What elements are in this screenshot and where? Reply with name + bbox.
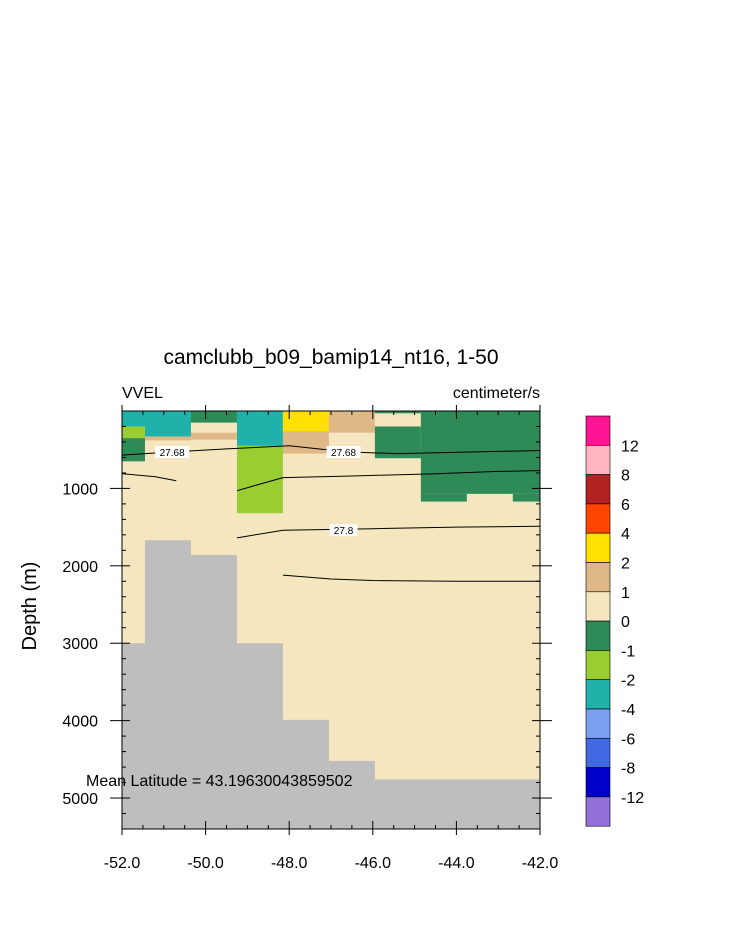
colorbar-swatch <box>585 532 611 563</box>
x-tick-label: -50.0 <box>187 855 224 872</box>
units-label: centimeter/s <box>453 385 540 402</box>
colorbar-label: 8 <box>621 468 630 485</box>
colorbar-swatch <box>585 650 611 681</box>
y-axis-title: Depth (m) <box>19 562 41 651</box>
y-tick-label: 3000 <box>62 636 98 653</box>
contour-label-background <box>155 446 190 459</box>
colorbar-swatch <box>585 591 611 622</box>
field-cell <box>122 438 145 462</box>
field-cell <box>282 431 329 454</box>
colorbar-swatch <box>585 737 611 768</box>
x-tick-label: -48.0 <box>271 855 308 872</box>
field-cell <box>328 411 375 433</box>
contour-label-background <box>326 446 361 459</box>
contour-label: 27.68 <box>160 448 185 459</box>
contour-line <box>236 470 541 492</box>
x-tick-label: -44.0 <box>438 855 475 872</box>
contour-label: 27.68 <box>331 448 356 459</box>
colorbar-swatch <box>585 679 611 710</box>
colorbar-swatch <box>585 444 611 475</box>
colorbar-label: 4 <box>621 526 630 543</box>
land-block <box>236 643 283 829</box>
colorbar-swatch <box>585 767 611 798</box>
x-tick-label: -46.0 <box>355 855 392 872</box>
field-cell <box>420 493 467 502</box>
colorbar: 12 8 6 4 2 1 0 -1 -2 -4 -6 -8 -12 <box>585 415 644 827</box>
field-cell <box>144 436 191 441</box>
colorbar-swatch <box>585 415 611 446</box>
field-cell <box>122 411 145 427</box>
contour-line <box>282 574 540 582</box>
field-cell <box>122 426 145 439</box>
field-cell <box>236 411 283 446</box>
land-block <box>374 779 540 829</box>
colorbar-label: 0 <box>621 614 630 631</box>
colorbar-label: -4 <box>621 702 635 719</box>
contour-label-background <box>329 524 358 537</box>
contour-line <box>236 525 541 539</box>
colorbar-label: -8 <box>621 761 635 778</box>
variable-name: VVEL <box>122 385 163 402</box>
field-cell <box>190 432 237 440</box>
field-cell <box>144 411 191 437</box>
field-cell <box>282 411 329 432</box>
colorbar-swatch <box>585 620 611 651</box>
colorbar-label: -6 <box>621 731 635 748</box>
chart-title: camclubb_b09_bamip14_nt16, 1-50 <box>163 346 498 369</box>
x-tick-label: -42.0 <box>522 855 559 872</box>
land-block <box>122 643 145 829</box>
colorbar-label: 12 <box>621 438 639 455</box>
field-cell <box>374 411 421 414</box>
x-tick-label: -52.0 <box>104 855 141 872</box>
y-tick-label: 1000 <box>62 481 98 498</box>
land-block <box>328 760 375 829</box>
colorbar-swatch <box>585 562 611 593</box>
colorbar-label: -1 <box>621 643 635 660</box>
colorbar-swatch <box>585 708 611 739</box>
field-cell <box>190 411 237 423</box>
colorbar-swatch <box>585 503 611 534</box>
colorbar-label: -12 <box>621 790 644 807</box>
contour-line <box>121 473 177 482</box>
land-block <box>282 719 329 829</box>
colorbar-label: 2 <box>621 556 630 573</box>
plot-area: 27.68 27.68 27.8 <box>121 411 541 829</box>
colorbar-swatch <box>585 796 611 827</box>
y-tick-label: 5000 <box>62 791 98 808</box>
land-block <box>190 554 237 829</box>
colorbar-label: 6 <box>621 497 630 514</box>
axes: -52.0 -50.0 -48.0 -46.0 -44.0 -42.0 1000 2000 30… <box>62 405 558 872</box>
colorbar-swatch <box>585 474 611 505</box>
y-tick-label: 4000 <box>62 714 98 731</box>
field-cell <box>512 493 540 502</box>
colorbar-label: 1 <box>621 585 630 602</box>
y-tick-label: 2000 <box>62 559 98 576</box>
contour-label: 27.8 <box>334 526 354 537</box>
colorbar-label: -2 <box>621 673 635 690</box>
land-block <box>144 540 191 829</box>
mean-latitude-annotation: Mean Latitude = 43.19630043859502 <box>86 773 353 790</box>
